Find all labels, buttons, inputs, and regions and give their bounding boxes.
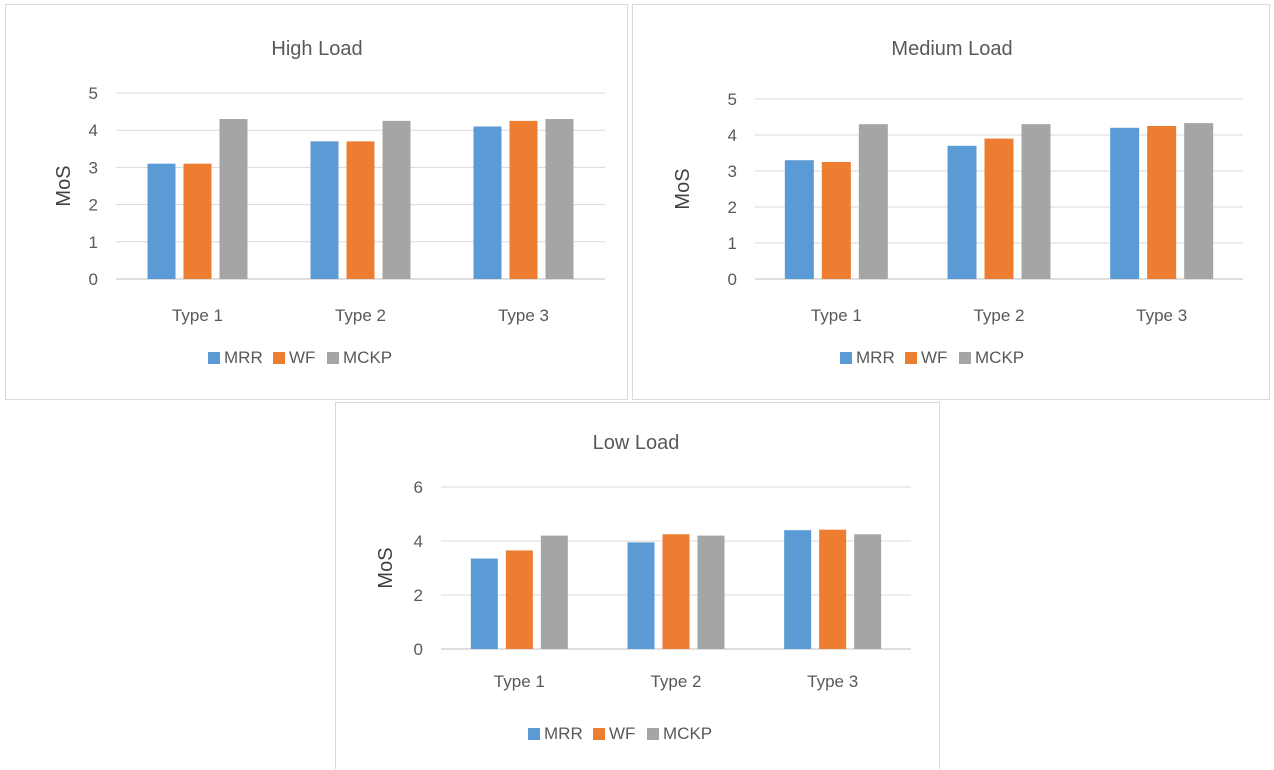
legend-label-mckp: MCKP	[975, 348, 1024, 367]
y-tick-label: 3	[89, 158, 98, 177]
legend-swatch-mckp	[959, 352, 971, 364]
y-tick-label: 0	[414, 640, 423, 659]
y-axis-title: MoS	[53, 165, 75, 206]
chart-panel-high-load: High Load 0 1 2 3 4 5 MoS Type 1 Type 2 Type 3 MRR W…	[5, 4, 628, 400]
bar-mckp-type-3	[545, 119, 574, 279]
bar-wf-type-2	[984, 138, 1014, 279]
legend-swatch-mckp	[327, 352, 339, 364]
chart-panel-low-load: Low Load 0 2 4 6 MoS Type 1 Type 2 Type 3 MRR WF MC…	[335, 402, 940, 769]
bar-mckp-type-2	[382, 120, 411, 280]
bar-wf-type-1	[183, 163, 212, 279]
bar-mckp-type-3	[1184, 123, 1214, 280]
chart-panel-medium-load: Medium Load 0 1 2 3 4 5 MoS Type 1 Type 2 Type 3 MR…	[632, 4, 1270, 400]
y-tick-label: 3	[728, 162, 737, 181]
x-category-label: Type 2	[335, 306, 386, 325]
legend-label-mrr: MRR	[224, 348, 263, 367]
legend-swatch-mrr	[208, 352, 220, 364]
bar-wf-type-3	[1147, 126, 1177, 279]
bar-wf-type-1	[821, 162, 851, 279]
y-tick-label: 1	[728, 234, 737, 253]
legend-swatch-mrr	[528, 728, 540, 740]
legend-swatch-wf	[593, 728, 605, 740]
legend-label-wf: WF	[921, 348, 947, 367]
x-category-label: Type 2	[650, 672, 701, 691]
chart-title: Low Load	[593, 432, 680, 454]
x-category-label: Type 3	[498, 306, 549, 325]
bar-mrr-type-2	[947, 145, 977, 279]
bar-mrr-type-3	[784, 530, 812, 649]
bar-mrr-type-3	[1110, 127, 1140, 279]
chart-title: Medium Load	[891, 38, 1012, 60]
y-tick-label: 5	[728, 90, 737, 109]
x-category-label: Type 3	[807, 672, 858, 691]
chart-high-load: High Load 0 1 2 3 4 5 MoS Type 1 Type 2 Type 3 MRR W…	[53, 38, 605, 367]
bar-mrr-type-2	[310, 141, 339, 279]
y-tick-label: 4	[414, 532, 423, 551]
legend-swatch-mckp	[647, 728, 659, 740]
y-axis-title: MoS	[672, 168, 694, 209]
y-tick-label: 5	[89, 84, 98, 103]
bar-mrr-type-1	[470, 558, 498, 649]
chart-medium-load: Medium Load 0 1 2 3 4 5 MoS Type 1 Type 2 Type 3 MR…	[672, 38, 1243, 367]
legend-label-mrr: MRR	[544, 724, 583, 743]
bar-mrr-type-2	[627, 542, 655, 649]
bar-mckp-type-3	[854, 534, 882, 649]
legend-label-wf: WF	[289, 348, 315, 367]
legend-swatch-wf	[905, 352, 917, 364]
legend-label-mrr: MRR	[856, 348, 895, 367]
bar-wf-type-3	[509, 120, 538, 280]
legend-label-wf: WF	[609, 724, 635, 743]
bar-mrr-type-1	[147, 163, 176, 279]
y-tick-label: 0	[728, 270, 737, 289]
x-category-label: Type 1	[494, 672, 545, 691]
x-category-label: Type 3	[1136, 306, 1187, 325]
bar-mckp-type-2	[1021, 124, 1051, 279]
bar-mckp-type-1	[858, 124, 888, 279]
y-tick-label: 1	[89, 233, 98, 252]
bar-wf-type-2	[346, 141, 375, 279]
x-category-label: Type 2	[973, 306, 1024, 325]
bar-mrr-type-1	[784, 160, 814, 279]
y-tick-label: 2	[414, 586, 423, 605]
y-tick-label: 0	[89, 270, 98, 289]
bar-wf-type-3	[819, 529, 847, 649]
legend-swatch-wf	[273, 352, 285, 364]
chart-title: High Load	[271, 38, 362, 60]
chart-low-load: Low Load 0 2 4 6 MoS Type 1 Type 2 Type 3 MRR WF MC…	[375, 432, 911, 743]
legend-swatch-mrr	[840, 352, 852, 364]
bar-wf-type-2	[662, 534, 690, 649]
y-axis-title: MoS	[375, 547, 397, 588]
bar-mrr-type-3	[473, 126, 502, 279]
bar-mckp-type-1	[219, 119, 248, 279]
y-tick-label: 2	[89, 196, 98, 215]
legend-label-mckp: MCKP	[663, 724, 712, 743]
y-tick-label: 4	[728, 126, 737, 145]
y-tick-label: 6	[414, 478, 423, 497]
bar-wf-type-1	[505, 550, 533, 649]
x-category-label: Type 1	[172, 306, 223, 325]
y-tick-label: 4	[89, 121, 98, 140]
legend-label-mckp: MCKP	[343, 348, 392, 367]
y-tick-label: 2	[728, 198, 737, 217]
bar-mckp-type-1	[540, 535, 568, 649]
x-category-label: Type 1	[811, 306, 862, 325]
bar-mckp-type-2	[697, 535, 725, 649]
